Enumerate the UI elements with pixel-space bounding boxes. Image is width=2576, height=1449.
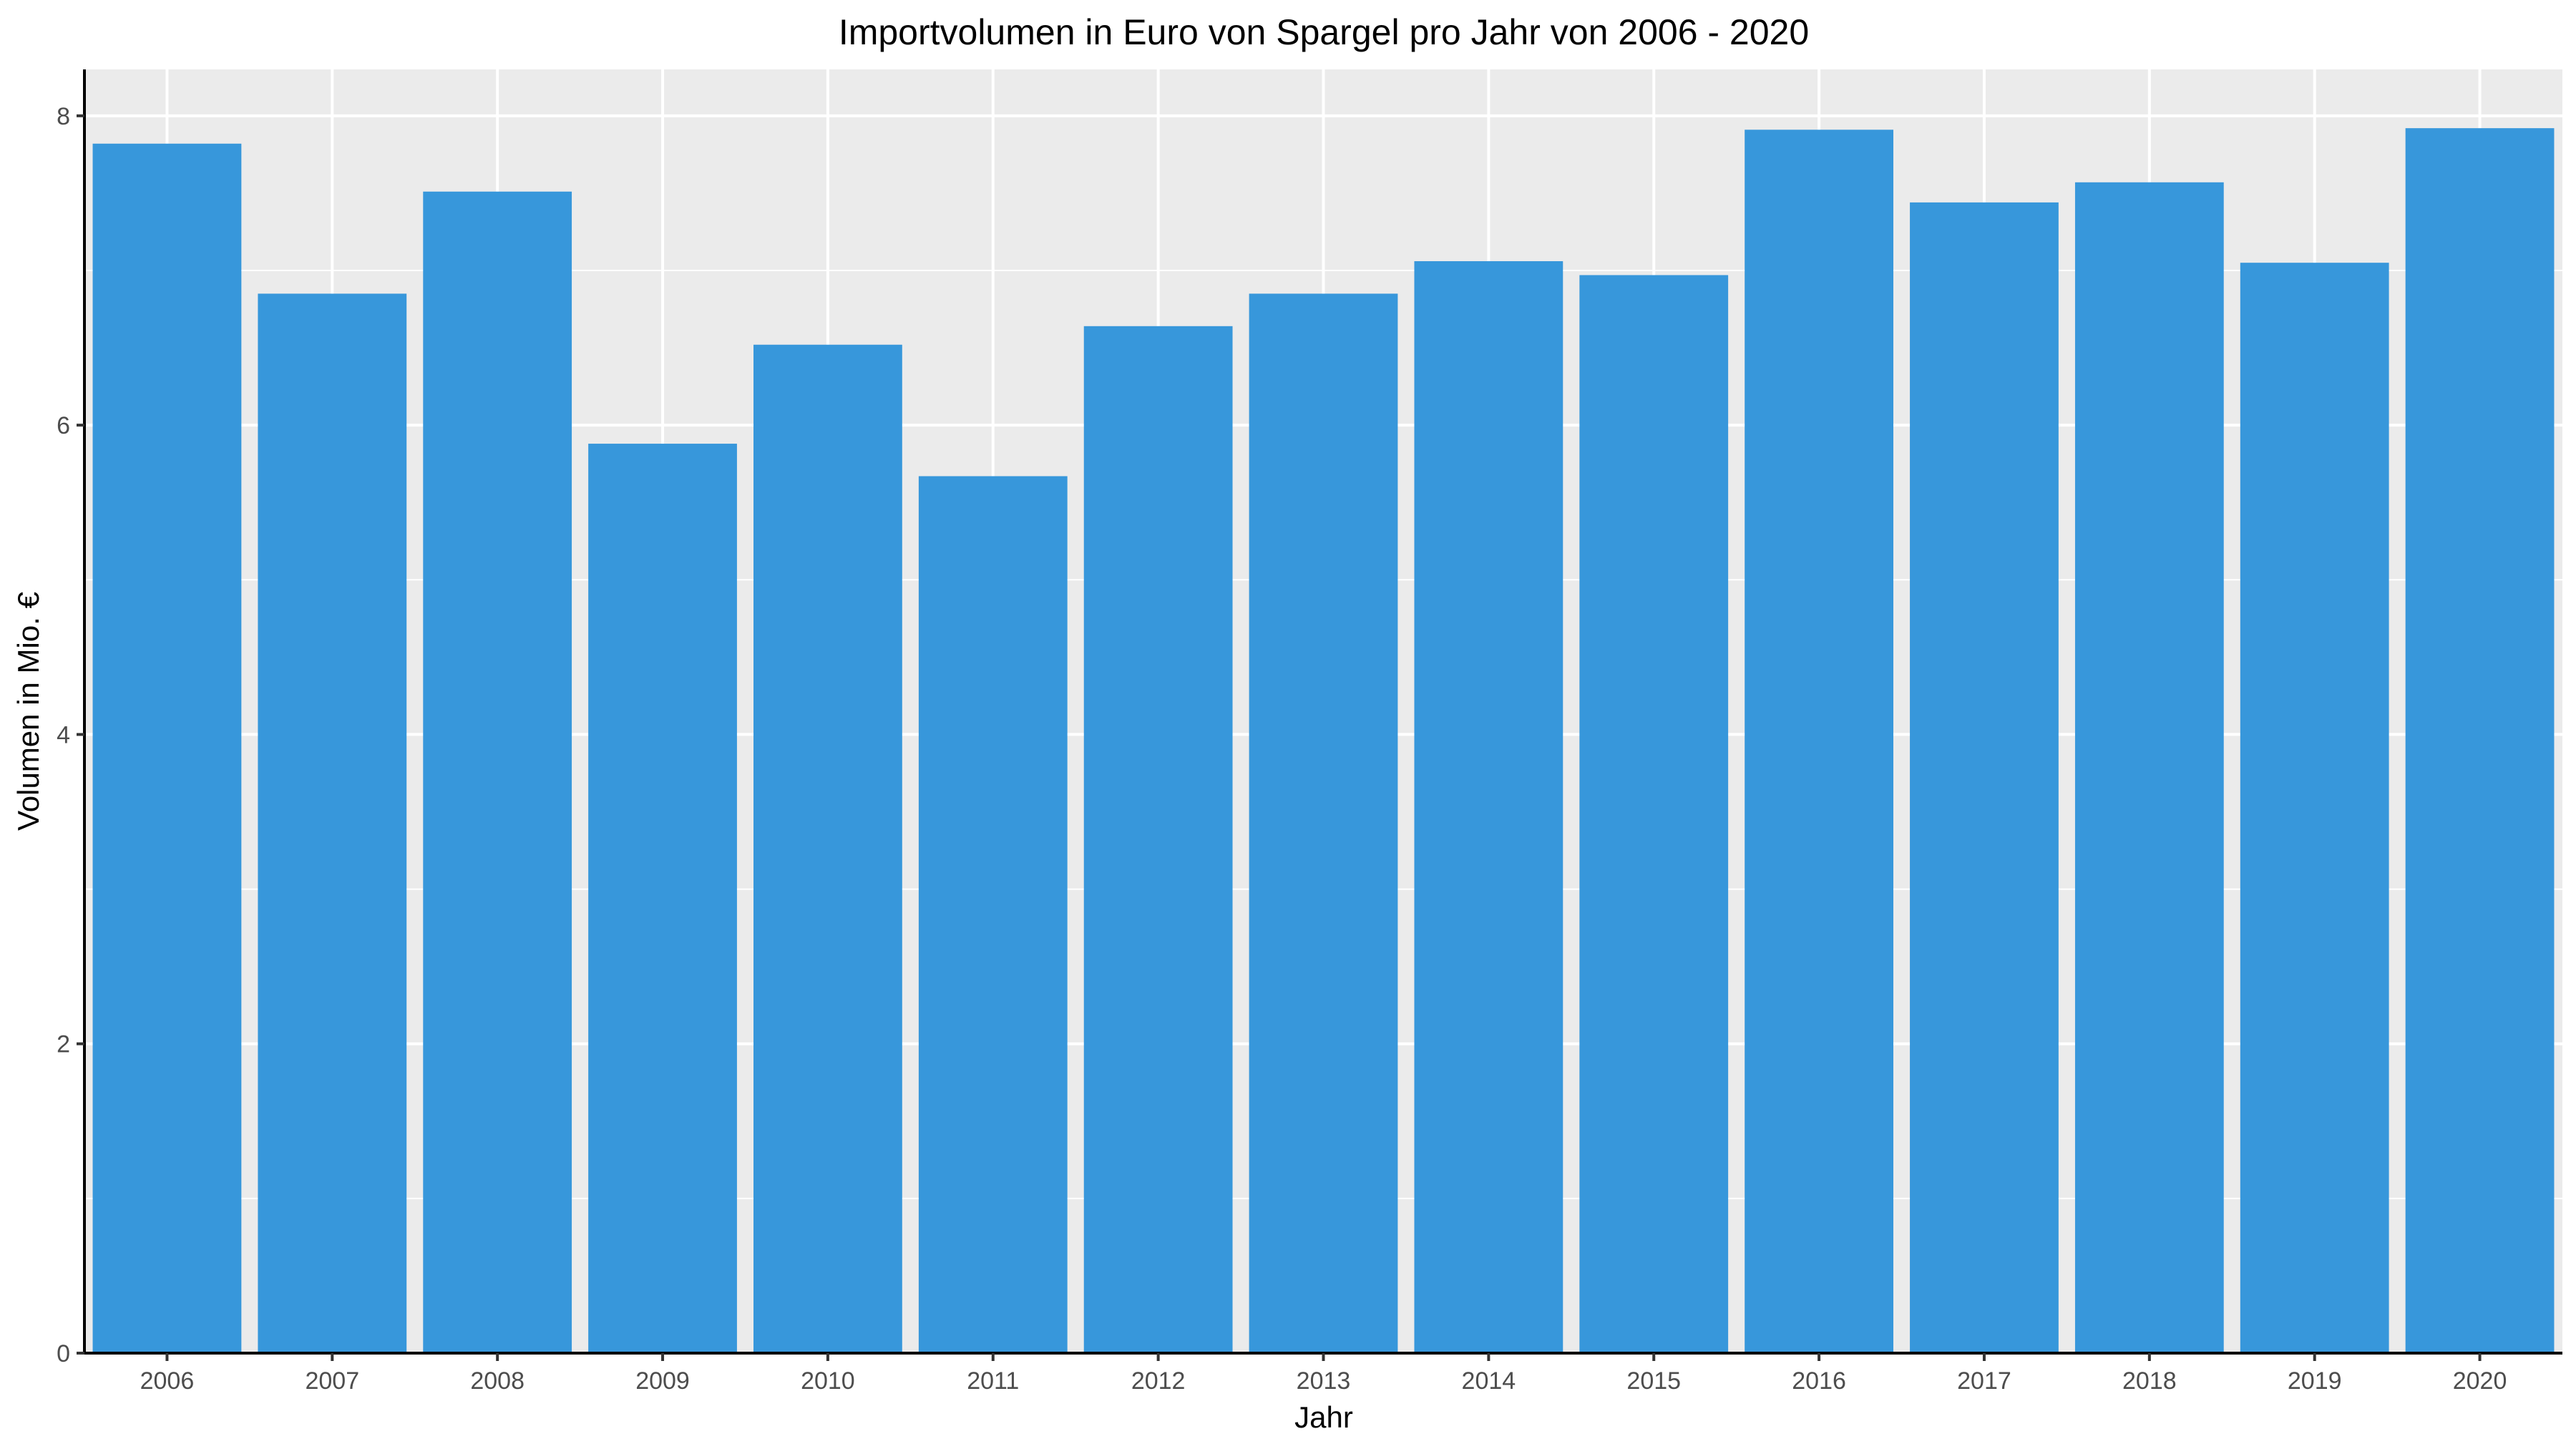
bar-2006 [92,143,242,1354]
x-axis-title: Jahr [1294,1400,1353,1434]
x-ticks: 2006 2007 2008 2009 2010 2011 2012 2013 2014 2015… [140,1353,2507,1395]
bar-2010 [753,344,902,1354]
x-tick-label: 2017 [1957,1367,2011,1395]
bar-2008 [423,191,572,1354]
x-tick-label: 2008 [470,1367,525,1395]
bar-2019 [2240,263,2389,1354]
x-tick-label: 2020 [2453,1367,2507,1395]
bar-2015 [1579,275,1729,1353]
y-tick-label: 4 [57,721,70,748]
x-tick-label: 2016 [1792,1367,1846,1395]
bar-2013 [1249,293,1398,1353]
y-tick-label: 6 [57,412,70,439]
y-ticks: 0 2 4 6 8 [57,103,84,1367]
y-tick-label: 0 [57,1340,70,1367]
bar-2016 [1745,130,1893,1353]
x-tick-label: 2009 [635,1367,690,1395]
x-tick-label: 2012 [1131,1367,1186,1395]
x-tick-label: 2006 [140,1367,195,1395]
y-tick-label: 8 [57,103,70,130]
bar-2009 [588,444,737,1354]
x-tick-label: 2014 [1462,1367,1516,1395]
x-tick-label: 2019 [2288,1367,2342,1395]
x-tick-label: 2011 [967,1367,1019,1395]
bar-2007 [258,293,407,1353]
bar-2011 [918,476,1068,1354]
x-tick-label: 2013 [1297,1367,1351,1395]
x-tick-label: 2007 [305,1367,359,1395]
x-tick-label: 2010 [801,1367,855,1395]
bar-2018 [2074,182,2224,1354]
bar-2020 [2405,128,2555,1354]
y-tick-label: 2 [57,1031,70,1058]
x-tick-label: 2018 [2122,1367,2177,1395]
bar-2017 [1910,202,2059,1354]
chart-title: Importvolumen in Euro von Spargel pro Ja… [839,12,1809,52]
y-axis-title: Volumen in Mio. € [11,592,45,831]
x-tick-label: 2015 [1626,1367,1681,1395]
bar-2014 [1414,261,1563,1353]
bars [92,128,2555,1354]
bar-2012 [1083,326,1233,1353]
